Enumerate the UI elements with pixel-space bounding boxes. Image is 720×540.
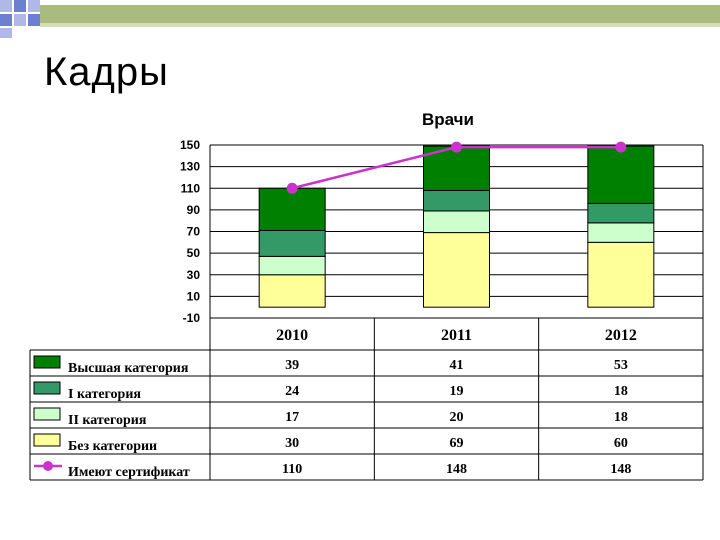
data-table-value: 18 (614, 384, 628, 399)
legend-key (33, 407, 61, 421)
bar-segment (258, 187, 326, 231)
legend-label: I категория (68, 387, 141, 402)
data-table-value: 24 (285, 384, 299, 399)
y-tick-label: 10 (187, 289, 201, 303)
bar-segment (587, 222, 655, 243)
y-tick-label: -10 (183, 311, 201, 325)
bar-segment (587, 145, 655, 204)
legend-key (33, 381, 61, 395)
slide-title: Кадры (44, 50, 169, 94)
legend-key (33, 433, 61, 447)
data-table-value: 69 (450, 436, 464, 451)
legend-label: Имеют сертификат (68, 465, 190, 480)
data-table-value: 53 (614, 358, 628, 373)
x-category-label: 2012 (605, 327, 637, 344)
data-table-value: 60 (614, 436, 628, 451)
x-category-label: 2011 (441, 327, 472, 344)
legend-key (33, 355, 61, 369)
legend-label: II категория (68, 413, 147, 428)
x-category-label: 2010 (276, 327, 308, 344)
data-table-value: 148 (610, 462, 631, 477)
data-table-value: 20 (450, 410, 464, 425)
data-table-value: 41 (450, 358, 464, 373)
line-point (615, 141, 627, 153)
data-table-value: 18 (614, 410, 628, 425)
legend-label: Высшая категория (68, 361, 189, 376)
chart-title: Врачи (422, 110, 474, 129)
data-table-value: 148 (446, 462, 467, 477)
data-table-value: 17 (285, 410, 299, 425)
slide-decoration (0, 0, 720, 38)
line-point (451, 141, 462, 153)
y-tick-label: 70 (187, 225, 201, 239)
y-tick-label: 50 (187, 246, 201, 260)
data-table-value: 39 (285, 358, 299, 373)
line-point (286, 182, 298, 194)
data-table-value: 110 (282, 462, 302, 477)
bar-segment (258, 229, 326, 257)
bar-segment (423, 210, 490, 234)
y-tick-label: 150 (180, 138, 200, 152)
bar-segment (423, 232, 490, 308)
y-tick-label: 110 (181, 181, 201, 195)
data-table-value: 30 (285, 436, 299, 451)
data-table-value: 19 (450, 384, 464, 399)
y-tick-label: 30 (187, 268, 201, 282)
legend-key-marker (43, 461, 53, 471)
bar-segment (258, 255, 326, 276)
legend-label: Без категории (68, 439, 157, 454)
y-tick-label: 130 (180, 160, 200, 174)
bar-segment (258, 274, 326, 308)
bar-segment (587, 241, 655, 308)
y-tick-label: 90 (187, 203, 201, 217)
bar-segment (423, 189, 490, 212)
bar-segment (587, 202, 655, 224)
